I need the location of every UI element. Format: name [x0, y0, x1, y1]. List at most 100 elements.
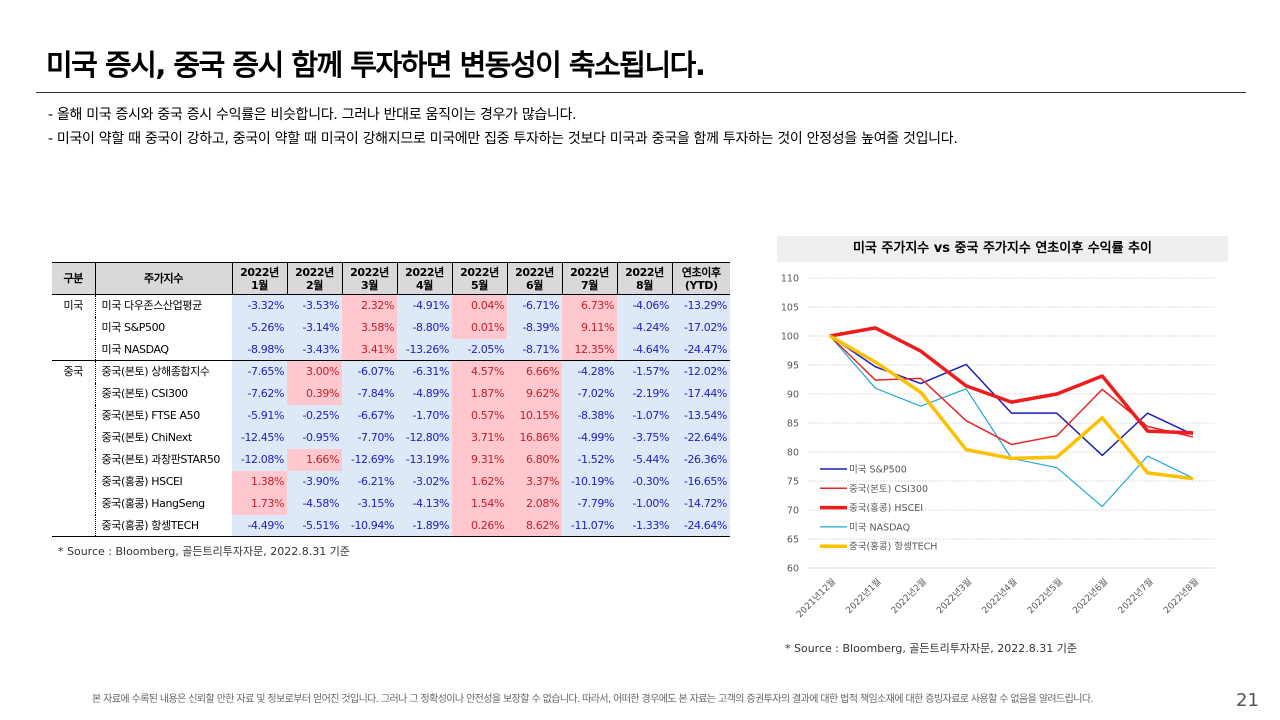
table-row: 중국 중국(본토) 상해종합지수 -7.65% 3.00% -6.07% -6.31% 4.… [52, 360, 730, 383]
line-chart: 60 65 70 75 80 85 90 95 100 105 110 2021년12월 2022년1월… [781, 274, 1215, 620]
return-cell: -13.29% [672, 294, 730, 317]
return-cell: -4.24% [617, 316, 672, 339]
table-row: 중국(홍콩) HSCEI 1.38% -3.90% -6.21% -3.02% 1.62%… [52, 470, 730, 493]
index-name-cell: 중국(본토) ChiNext [101, 431, 193, 444]
group-cell [52, 338, 96, 361]
return-cell: -22.64% [672, 426, 730, 449]
group-cell [52, 316, 96, 339]
return-cell: -4.91% [397, 294, 452, 317]
series-line [829, 335, 1194, 457]
return-cell: -1.07% [617, 404, 672, 427]
return-cell: -12.02% [672, 360, 730, 383]
chart-section: 60 65 70 75 80 85 90 95 100 105 110 2021년12월 2022년1월… [775, 262, 1230, 656]
y-tick-label: 70 [787, 506, 799, 517]
index-name-cell: 중국(홍콩) 항셍TECH [95, 514, 232, 537]
bullet-text: - 미국이 약할 때 중국이 강하고, 중국이 약할 때 미국이 강해지므로 미… [48, 131, 958, 147]
return-cell: -16.65% [672, 470, 730, 493]
return-cell: -4.49% [232, 514, 287, 537]
y-tick-label: 100 [781, 332, 799, 343]
column-header: 2022년 5월 [451, 262, 507, 295]
return-cell: 1.62% [452, 470, 507, 493]
return-cell: -7.79% [562, 492, 617, 515]
return-cell: -3.14% [287, 316, 342, 339]
return-cell: -5.51% [287, 514, 342, 537]
group-cell: 미국 [52, 294, 96, 317]
column-header: 2022년 7월 [561, 262, 617, 295]
return-cell: -13.54% [672, 404, 730, 427]
return-cell: -8.71% [507, 338, 562, 361]
return-cell: 2.32% [342, 294, 397, 317]
return-cell: -4.99% [562, 426, 617, 449]
y-tick-label: 60 [787, 564, 799, 575]
column-header: 2022년 1월 [231, 262, 287, 295]
return-cell: 3.00% [287, 360, 342, 383]
legend-label: 중국(홍콩) HSCEI [849, 502, 923, 514]
return-cell: -3.75% [617, 426, 672, 449]
x-tick-label: 2022년1월 [843, 576, 883, 616]
group-cell [52, 492, 96, 515]
return-cell: 3.37% [507, 470, 562, 493]
y-tick-label: 65 [787, 535, 799, 546]
table-section: 구분 주가지수 2022년 1월 2022년 2월 2022년 3월 2022년 4월 20… [52, 262, 730, 559]
return-cell: -7.84% [342, 382, 397, 405]
return-cell: 6.80% [507, 448, 562, 471]
return-cell: -0.25% [287, 404, 342, 427]
return-cell: -4.06% [617, 294, 672, 317]
chart-title: 미국 주가지수 vs 중국 주가지수 연초이후 수익률 추이 [777, 236, 1228, 262]
return-cell: -5.91% [232, 404, 287, 427]
return-cell: -6.31% [397, 360, 452, 383]
index-name-cell: 중국(본토) 상해종합지수 [95, 360, 232, 383]
return-cell: -6.21% [342, 470, 397, 493]
column-header: 연초이후 (YTD) [671, 262, 730, 295]
return-cell: -8.98% [232, 338, 287, 361]
return-cell: -24.47% [672, 338, 730, 361]
y-tick-label: 105 [781, 303, 799, 314]
return-cell: -1.89% [397, 514, 452, 537]
return-cell: -7.70% [342, 426, 397, 449]
return-cell: 1.66% [287, 448, 342, 471]
return-cell: -1.33% [617, 514, 672, 537]
return-cell: -6.07% [342, 360, 397, 383]
return-cell: 6.66% [507, 360, 562, 383]
group-cell [52, 514, 96, 537]
column-header: 2022년 6월 [506, 262, 562, 295]
x-tick-label: 2022년2월 [888, 576, 928, 616]
return-cell: -6.67% [342, 404, 397, 427]
table-row: 미국 S&P500 -5.26% -3.14% 3.58% -8.80% 0.01% -8.… [52, 316, 730, 339]
group-cell [52, 470, 96, 493]
legend-label: 중국(홍콩) 항셍TECH [849, 541, 937, 553]
return-cell: -12.45% [232, 426, 287, 449]
return-cell: -0.95% [287, 426, 342, 449]
column-header: 2022년 3월 [341, 262, 397, 295]
return-cell: -11.07% [562, 514, 617, 537]
return-cell: -1.52% [562, 448, 617, 471]
return-cell: -8.38% [562, 404, 617, 427]
table-row: 미국 미국 다우존스산업평균 -3.32% -3.53% 2.32% -4.91% 0.04… [52, 294, 730, 317]
return-cell: -6.71% [507, 294, 562, 317]
return-cell: -1.00% [617, 492, 672, 515]
return-cell: -3.32% [232, 294, 287, 317]
return-cell: 9.11% [562, 316, 617, 339]
return-cell: 0.39% [287, 382, 342, 405]
return-cell: -1.57% [617, 360, 672, 383]
y-tick-label: 75 [787, 477, 799, 488]
y-tick-label: 90 [787, 390, 799, 401]
return-cell: 1.38% [232, 470, 287, 493]
return-cell: 8.62% [507, 514, 562, 537]
return-cell: -24.64% [672, 514, 730, 537]
index-name-cell: 미국 S&P500 [101, 321, 166, 334]
return-cell: -8.80% [397, 316, 452, 339]
column-header: 2022년 4월 [396, 262, 452, 295]
return-cell: -12.08% [232, 448, 287, 471]
return-cell: -7.65% [232, 360, 287, 383]
return-cell: -17.44% [672, 382, 730, 405]
return-cell: -3.43% [287, 338, 342, 361]
column-header: 2022년 8월 [616, 262, 672, 295]
return-cell: -10.19% [562, 470, 617, 493]
x-tick-label: 2022년3월 [934, 576, 974, 616]
legend-label: 미국 S&P500 [849, 465, 907, 476]
return-cell: 2.08% [507, 492, 562, 515]
return-cell: 3.41% [342, 338, 397, 361]
return-cell: 16.86% [507, 426, 562, 449]
index-name-cell: 중국(홍콩) HSCEI [101, 475, 183, 488]
